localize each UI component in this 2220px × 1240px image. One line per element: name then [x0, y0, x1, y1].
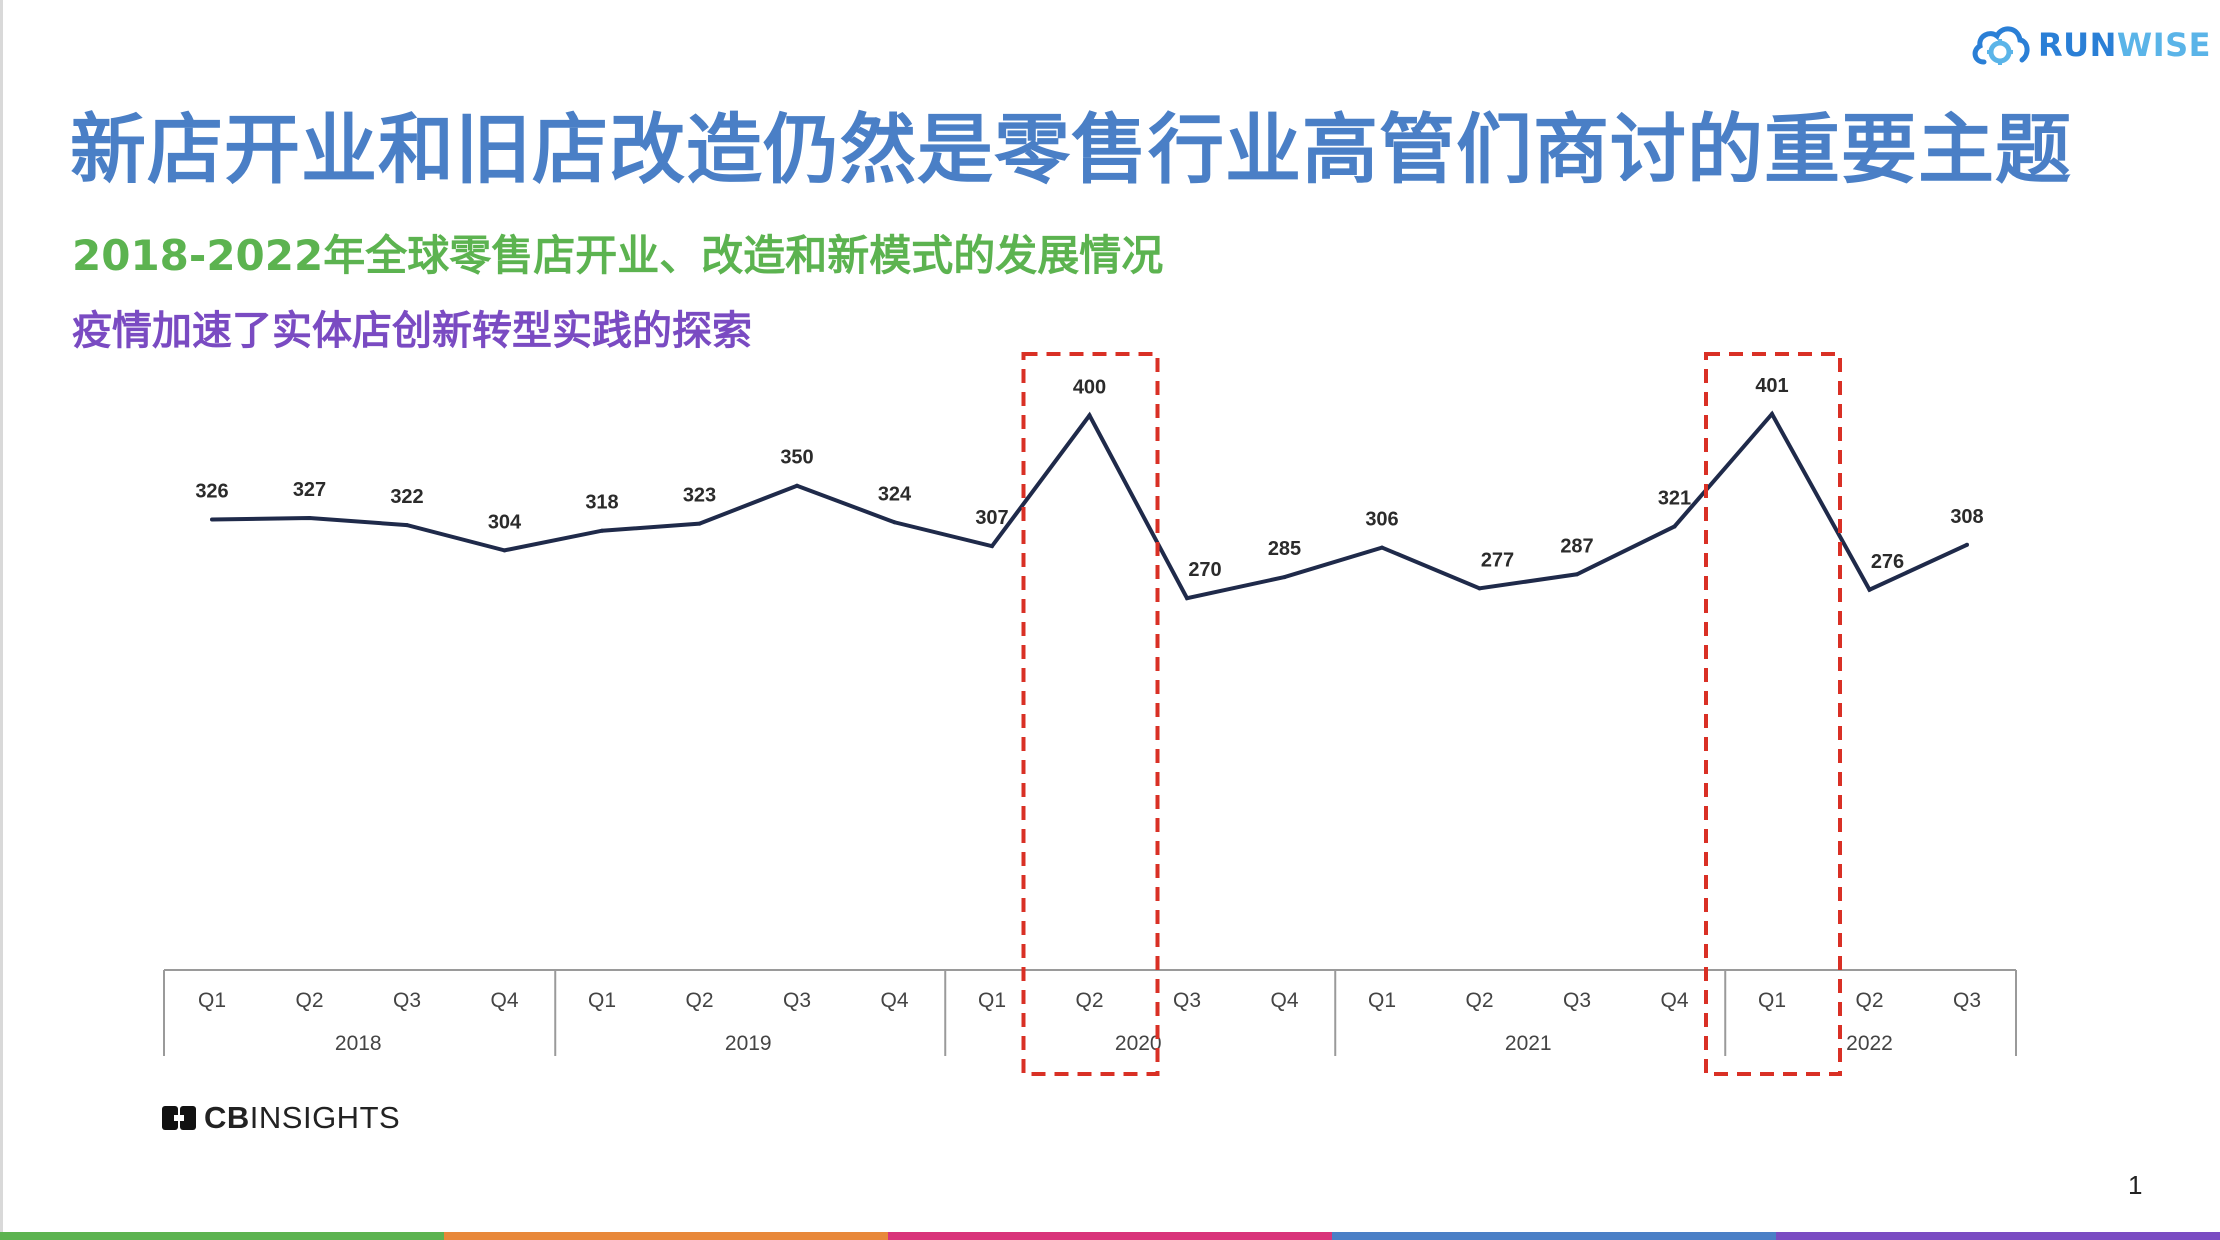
x-tick-label: Q3 — [1953, 989, 1981, 1012]
data-label: 307 — [975, 507, 1008, 529]
x-tick-label: Q2 — [295, 989, 323, 1012]
data-point — [210, 517, 214, 522]
data-point — [1672, 524, 1677, 529]
data-label: 276 — [1871, 551, 1904, 573]
x-tick-label: Q3 — [783, 989, 811, 1012]
data-point — [1282, 575, 1287, 580]
data-label: 324 — [878, 483, 912, 505]
x-tick-label: Q4 — [1660, 989, 1688, 1012]
bottom-bar-segment — [0, 1232, 444, 1240]
x-tick-label: Q2 — [685, 989, 713, 1012]
x-tick-label: Q3 — [1173, 989, 1201, 1012]
data-point — [697, 521, 702, 526]
bottom-bar-segment — [1776, 1232, 2220, 1240]
data-point — [795, 483, 799, 488]
data-point — [1867, 587, 1872, 592]
data-label: 270 — [1188, 559, 1221, 581]
page-title: 新店开业和旧店改造仍然是零售行业高管们商讨的重要主题 — [70, 105, 2072, 194]
cloud-gear-icon — [1972, 26, 2030, 65]
x-tick-label: Q2 — [1855, 989, 1883, 1012]
data-label: 401 — [1755, 375, 1788, 397]
data-point — [405, 523, 409, 528]
x-tick-label: Q1 — [198, 989, 226, 1012]
data-point — [990, 544, 994, 549]
logo-text: RUNWISE — [2038, 26, 2211, 64]
data-label: 287 — [1560, 535, 1593, 557]
data-label: 327 — [293, 479, 326, 501]
data-point — [502, 548, 507, 553]
x-tick-label: Q1 — [978, 989, 1006, 1012]
data-label: 350 — [780, 447, 813, 469]
x-tick-label: Q1 — [588, 989, 616, 1012]
x-group-label: 2018 — [335, 1032, 382, 1055]
data-point — [1380, 545, 1384, 550]
data-point — [892, 520, 897, 525]
cb-logo-icon — [162, 1106, 196, 1130]
highlight-box — [1021, 352, 1160, 1076]
x-tick-label: Q2 — [1465, 989, 1493, 1012]
data-label: 285 — [1268, 538, 1301, 560]
bottom-color-bar — [0, 1232, 2220, 1240]
source-logo: CBINSIGHTS — [162, 1100, 400, 1136]
x-tick-label: Q4 — [1270, 989, 1298, 1012]
logo-text-wise: WISE — [2116, 26, 2212, 64]
x-tick-label: Q4 — [490, 989, 518, 1012]
x-group-label: 2020 — [1115, 1032, 1162, 1055]
data-point — [1965, 542, 1969, 547]
x-tick-label: Q3 — [393, 989, 421, 1012]
data-point — [1087, 413, 1092, 418]
bottom-bar-segment — [1332, 1232, 1776, 1240]
x-group-label: 2021 — [1505, 1032, 1552, 1055]
series-line — [211, 410, 1968, 601]
x-tick-label: Q4 — [880, 989, 908, 1012]
data-point — [1770, 412, 1774, 416]
runwise-logo: RUNWISE — [1970, 20, 2211, 70]
x-tick-label: Q2 — [1075, 989, 1103, 1012]
source-text-insights: INSIGHTS — [249, 1100, 401, 1135]
data-label: 400 — [1073, 376, 1106, 398]
data-label: 323 — [683, 485, 716, 507]
data-label: 318 — [585, 492, 618, 514]
x-group-label: 2019 — [725, 1032, 772, 1055]
source-text-cb: CB — [204, 1100, 250, 1135]
data-label: 308 — [1950, 506, 1983, 528]
data-point — [1575, 572, 1579, 577]
slide-edge — [0, 0, 3, 1240]
data-label: 277 — [1481, 549, 1514, 571]
data-label: 306 — [1365, 509, 1398, 531]
x-tick-label: Q1 — [1368, 989, 1396, 1012]
data-label: 304 — [488, 511, 522, 533]
bottom-bar-segment — [444, 1232, 888, 1240]
page-subtitle: 2018-2022年全球零售店开业、改造和新模式的发展情况 — [72, 231, 1164, 280]
data-point — [1477, 586, 1482, 591]
x-tick-label: Q1 — [1758, 989, 1786, 1012]
data-label: 321 — [1658, 487, 1691, 509]
data-point — [307, 516, 312, 521]
logo-text-run: RUN — [2038, 26, 2117, 64]
data-label: 326 — [195, 480, 228, 502]
data-point — [600, 528, 604, 533]
page-subtitle-secondary: 疫情加速了实体店创新转型实践的探索 — [72, 308, 752, 354]
bottom-bar-segment — [888, 1232, 1332, 1240]
highlight-box — [1704, 352, 1842, 1076]
x-tick-label: Q3 — [1563, 989, 1591, 1012]
page-number: 1 — [2128, 1170, 2143, 1200]
source-text: CBINSIGHTS — [204, 1100, 400, 1136]
data-point — [1185, 596, 1189, 601]
data-label: 322 — [390, 486, 423, 508]
x-group-label: 2022 — [1846, 1032, 1893, 1055]
